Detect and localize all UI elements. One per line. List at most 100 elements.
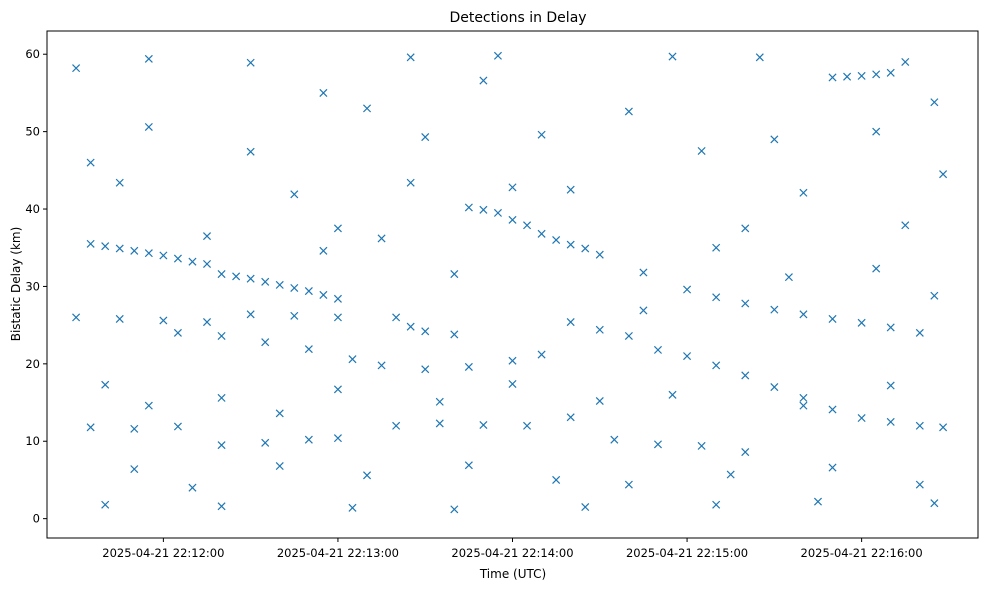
data-point xyxy=(435,397,444,406)
data-point xyxy=(872,127,881,136)
data-point xyxy=(799,310,808,319)
data-point xyxy=(726,470,735,479)
data-point xyxy=(915,328,924,337)
x-axis: 2025-04-21 22:12:00 2025-04-21 22:13:00 20… xyxy=(102,538,923,560)
data-point xyxy=(421,327,430,336)
data-point xyxy=(319,246,328,255)
data-point xyxy=(333,434,342,443)
data-point xyxy=(886,323,895,332)
data-point xyxy=(101,500,110,509)
data-point xyxy=(86,423,95,432)
data-point xyxy=(552,235,561,245)
data-point xyxy=(683,285,692,294)
data-point xyxy=(799,188,808,197)
data-point xyxy=(232,272,241,281)
data-point xyxy=(392,421,401,430)
data-point xyxy=(639,268,648,277)
data-point xyxy=(566,185,575,194)
y-tick-label: 30 xyxy=(25,279,40,293)
y-tick-label: 40 xyxy=(25,202,40,216)
data-point xyxy=(886,417,895,426)
data-point xyxy=(290,311,299,320)
data-point xyxy=(697,146,706,156)
data-point xyxy=(508,379,517,388)
data-point xyxy=(333,294,342,303)
data-point xyxy=(304,287,313,296)
y-tick-label: 50 xyxy=(25,125,40,139)
data-point xyxy=(537,350,546,359)
data-point xyxy=(872,264,881,273)
data-point xyxy=(333,385,342,394)
data-point xyxy=(566,413,575,422)
data-point xyxy=(421,365,430,374)
data-point xyxy=(275,409,284,418)
y-tick-label: 20 xyxy=(25,357,40,371)
x-tick-label: 2025-04-21 22:15:00 xyxy=(626,546,748,560)
data-point xyxy=(101,242,110,251)
data-point xyxy=(668,52,677,61)
data-point xyxy=(188,483,197,492)
data-point xyxy=(144,54,153,63)
data-point xyxy=(828,463,837,472)
y-axis-label: Bistatic Delay (km) xyxy=(9,227,23,342)
data-point xyxy=(421,133,430,142)
data-point xyxy=(115,314,124,323)
data-point xyxy=(450,270,459,279)
data-point xyxy=(144,122,153,132)
data-point xyxy=(348,503,357,512)
data-point xyxy=(173,422,182,431)
x-tick-label: 2025-04-21 22:16:00 xyxy=(801,546,923,560)
data-point xyxy=(275,280,284,289)
data-point xyxy=(857,71,866,80)
data-point xyxy=(173,254,182,263)
data-point xyxy=(886,68,895,77)
data-point xyxy=(915,421,924,430)
data-point xyxy=(537,130,546,139)
chart-title: Detections in Delay xyxy=(449,10,586,26)
data-point xyxy=(261,338,270,347)
data-point xyxy=(86,239,95,248)
data-point xyxy=(523,221,532,230)
data-point xyxy=(741,371,750,380)
data-point xyxy=(173,328,182,337)
data-point xyxy=(624,107,633,116)
data-point xyxy=(537,229,546,238)
data-point xyxy=(246,147,255,156)
data-point xyxy=(464,362,473,371)
x-tick-label: 2025-04-21 22:12:00 xyxy=(102,546,224,560)
data-point xyxy=(217,502,226,511)
data-point xyxy=(712,243,721,252)
data-point xyxy=(712,500,721,509)
data-point xyxy=(188,257,197,266)
data-point xyxy=(653,440,662,449)
data-point xyxy=(901,221,910,230)
data-point xyxy=(741,448,750,457)
data-point xyxy=(930,499,939,508)
data-point xyxy=(144,401,153,410)
data-point xyxy=(610,435,619,444)
data-point xyxy=(202,318,212,327)
data-point xyxy=(479,76,488,85)
data-point xyxy=(784,273,793,282)
data-point xyxy=(479,420,488,430)
data-point xyxy=(581,503,590,512)
data-point xyxy=(939,170,948,179)
data-point xyxy=(72,64,81,73)
data-point xyxy=(290,190,299,199)
data-point xyxy=(552,475,561,484)
data-point xyxy=(275,461,284,471)
data-point xyxy=(450,505,459,514)
data-point xyxy=(595,325,604,334)
data-point xyxy=(72,313,81,322)
data-point xyxy=(304,435,313,444)
data-point xyxy=(406,53,415,62)
data-point xyxy=(843,72,852,81)
data-point xyxy=(464,203,473,212)
data-point xyxy=(202,232,212,241)
data-point xyxy=(770,383,779,392)
data-point xyxy=(377,234,386,243)
data-point xyxy=(435,419,444,428)
data-point xyxy=(915,480,924,489)
data-point xyxy=(595,396,604,406)
